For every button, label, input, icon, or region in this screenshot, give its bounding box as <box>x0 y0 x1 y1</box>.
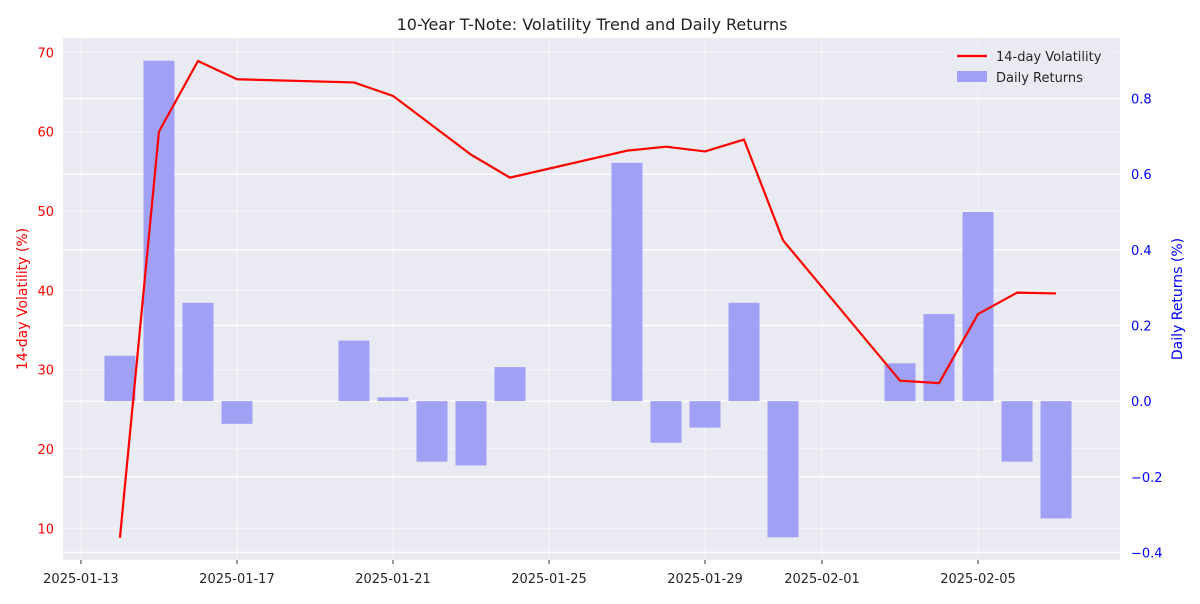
return-bar <box>963 212 994 401</box>
return-bar <box>182 303 213 401</box>
y2-tick-label: −0.2 <box>1131 471 1163 486</box>
return-bar <box>494 367 525 401</box>
y-axis-label: 14-day Volatility (%) <box>15 228 31 370</box>
x-tick-label: 2025-02-05 <box>940 572 1016 587</box>
return-bar <box>221 401 252 424</box>
return-bar <box>455 401 486 465</box>
y-tick-label: 60 <box>37 126 54 141</box>
y2-tick-label: −0.4 <box>1131 546 1163 561</box>
return-bar <box>611 163 642 401</box>
y2-axis-label: Daily Returns (%) <box>1170 238 1186 360</box>
y-tick-label: 10 <box>37 522 54 537</box>
y-tick-label: 30 <box>37 364 54 379</box>
return-bar <box>104 356 135 401</box>
y2-tick-label: 0.8 <box>1131 93 1152 108</box>
y-tick-label: 20 <box>37 443 54 458</box>
return-bar <box>650 401 681 443</box>
legend-label-volatility: 14-day Volatility <box>996 50 1102 65</box>
x-tick-label: 2025-01-21 <box>355 572 431 587</box>
x-tick-label: 2025-01-17 <box>199 572 275 587</box>
y-tick-label: 50 <box>37 205 54 220</box>
y-tick-label: 70 <box>37 46 54 61</box>
return-bar <box>1041 401 1072 518</box>
return-bar <box>690 401 721 427</box>
plot-area <box>63 38 1120 560</box>
return-bar <box>1002 401 1033 462</box>
y2-tick-label: 0.6 <box>1131 168 1152 183</box>
return-bar <box>768 401 799 537</box>
x-tick-label: 2025-01-25 <box>511 572 587 587</box>
y2-tick-label: 0.0 <box>1131 395 1152 410</box>
return-bar <box>338 341 369 402</box>
y2-tick-label: 0.4 <box>1131 244 1152 259</box>
return-bar <box>924 314 955 401</box>
x-tick-label: 2025-01-13 <box>43 572 119 587</box>
return-bar <box>416 401 447 462</box>
legend-bar-swatch <box>957 71 987 82</box>
y-tick-label: 40 <box>37 284 54 299</box>
return-bar <box>377 397 408 401</box>
legend-label-returns: Daily Returns <box>996 71 1083 86</box>
chart-title: 10-Year T-Note: Volatility Trend and Dai… <box>397 15 788 34</box>
x-tick-label: 2025-01-29 <box>667 572 743 587</box>
return-bar <box>729 303 760 401</box>
y2-tick-label: 0.2 <box>1131 319 1152 334</box>
x-tick-label: 2025-02-01 <box>784 572 860 587</box>
legend: 14-day Volatility Daily Returns <box>946 44 1114 92</box>
